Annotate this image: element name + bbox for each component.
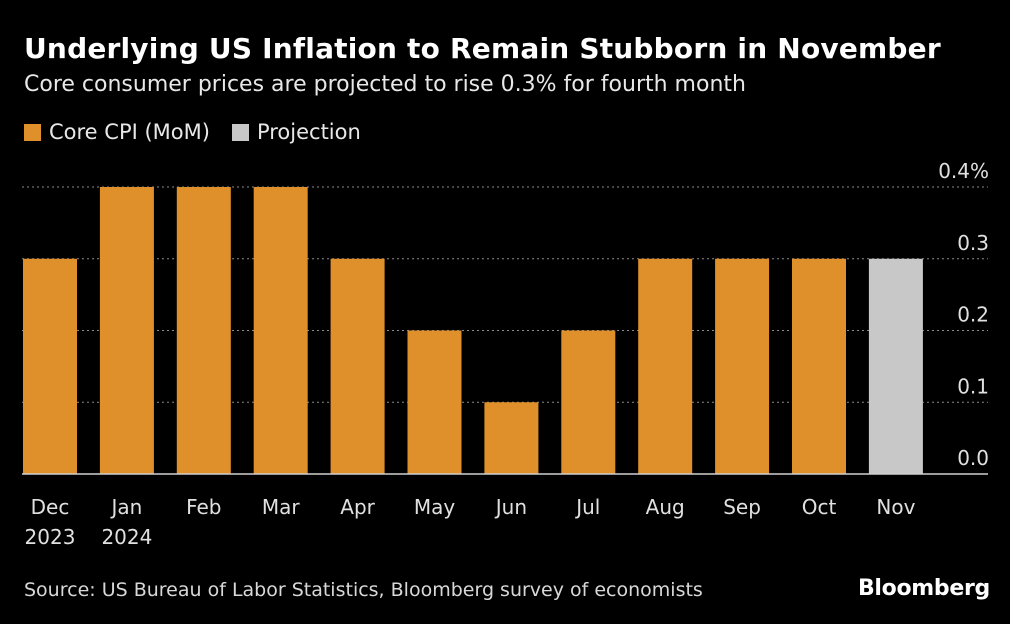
x-tick-year-label: 2023 — [25, 525, 76, 549]
x-tick-label: Dec — [31, 495, 70, 519]
chart-title: Underlying US Inflation to Remain Stubbo… — [24, 32, 941, 65]
legend-item-core-cpi: Core CPI (MoM) — [24, 120, 210, 144]
bar-chart: 0.0 0.1 0.2 0.3 0.4% Dec 2023 Jan 2024 Feb Mar Apr M… — [22, 159, 989, 549]
x-tick-label: Jul — [574, 495, 600, 519]
bloomberg-logo: Bloomberg — [857, 576, 990, 601]
legend-swatch-projection — [231, 123, 249, 141]
bar-core-cpi — [407, 330, 462, 474]
bar-core-cpi — [23, 258, 77, 474]
x-tick-label: Nov — [876, 495, 915, 519]
legend-label-projection: Projection — [256, 120, 361, 144]
x-tick-label: Apr — [340, 495, 375, 519]
bar-core-cpi — [561, 330, 616, 474]
bar-core-cpi — [253, 187, 308, 474]
bar-core-cpi — [99, 187, 154, 474]
x-tick-label: Mar — [262, 495, 301, 519]
legend-swatch-core-cpi — [24, 123, 41, 141]
bar-core-cpi — [484, 402, 539, 474]
legend: Core CPI (MoM) Projection — [24, 119, 383, 145]
bar-core-cpi — [330, 258, 385, 474]
x-tick-label: May — [414, 495, 456, 519]
legend-label-core-cpi: Core CPI (MoM) — [49, 120, 210, 144]
bar-core-cpi — [792, 258, 846, 474]
bar-core-cpi — [715, 258, 770, 474]
chart-subtitle: Core consumer prices are projected to ri… — [24, 72, 746, 97]
bar-core-cpi — [638, 258, 693, 474]
x-tick-label: Jun — [494, 495, 527, 519]
y-tick-label: 0.0 — [957, 446, 989, 470]
y-tick-label: 0.2 — [957, 303, 989, 327]
x-tick-label: Feb — [186, 495, 221, 519]
x-tick-label: Sep — [723, 495, 761, 519]
bar-core-cpi — [176, 187, 231, 474]
x-tick-label: Jan — [109, 495, 142, 519]
source-note: Source: US Bureau of Labor Statistics, B… — [24, 579, 703, 601]
bar-projection — [868, 258, 923, 474]
legend-item-projection: Projection — [231, 120, 361, 144]
x-tick-label: Aug — [646, 495, 685, 519]
chart-card: Underlying US Inflation to Remain Stubbo… — [0, 0, 1010, 624]
y-tick-label: 0.4% — [938, 159, 989, 183]
y-tick-label: 0.1 — [957, 374, 989, 398]
x-tick-year-label: 2024 — [101, 525, 152, 549]
x-tick-label: Oct — [802, 495, 837, 519]
y-tick-label: 0.3 — [957, 231, 989, 255]
